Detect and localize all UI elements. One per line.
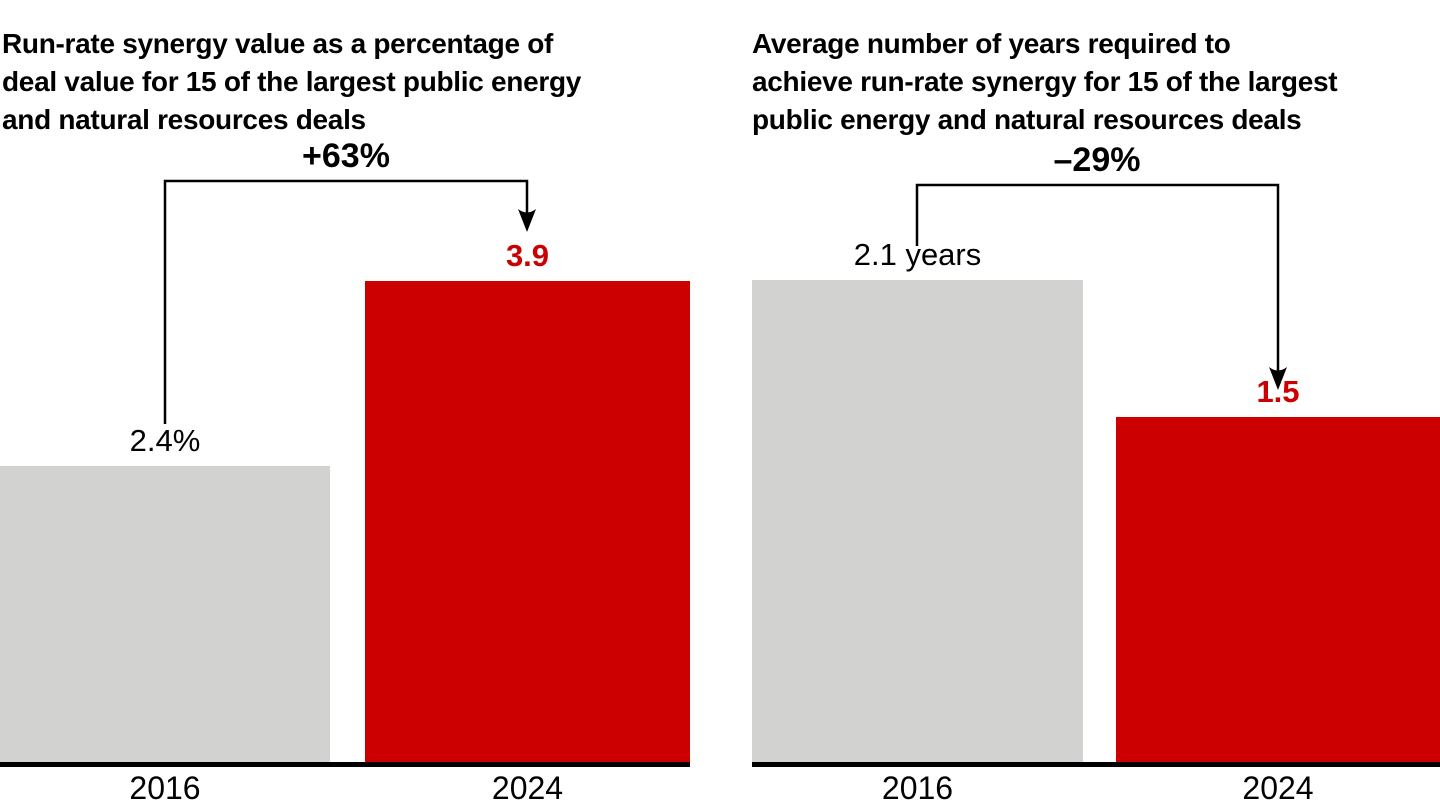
x-axis-baseline [0, 762, 690, 767]
bar-value-label: 2.4% [129, 423, 201, 458]
bar-2024-years: 1.5 [1116, 374, 1440, 762]
bar-2016-synergy-value: 2.4% [0, 423, 330, 762]
title-line: public energy and natural resources deal… [752, 104, 1302, 136]
x-tick-2024: 2024 [491, 770, 564, 806]
title-line: deal value for 15 of the largest public … [2, 66, 582, 98]
x-tick-2016: 2016 [881, 770, 954, 806]
chart-title-synergy-value: Run-rate synergy value as a percentage o… [2, 25, 714, 139]
change-label-plus63: +63% [302, 137, 390, 175]
chart-title-years-required: Average number of years required to achi… [752, 25, 1440, 139]
change-label-minus29: –29% [1053, 141, 1141, 179]
x-tick-2016: 2016 [129, 770, 201, 806]
title-line: achieve run-rate synergy for 15 of the l… [752, 66, 1338, 98]
arrow-head-icon [1269, 367, 1287, 390]
title-line: and natural resources deals [2, 104, 366, 136]
bar-2024-synergy-value: 3.9 [365, 238, 690, 762]
arrow-head-icon [518, 209, 536, 232]
title-line: Run-rate synergy value as a percentage o… [2, 28, 554, 60]
x-tick-2024: 2024 [1242, 770, 1314, 806]
change-arrow-left [163, 179, 536, 424]
bar-value-label: 3.9 [505, 238, 550, 273]
bar-2016-years: 2.1 years [752, 237, 1083, 762]
change-arrow-right [915, 183, 1287, 390]
arrow-line [915, 183, 1280, 372]
arrow-line [163, 179, 529, 424]
x-axis-baseline [752, 762, 1440, 767]
title-line: Average number of years required to [752, 28, 1231, 60]
